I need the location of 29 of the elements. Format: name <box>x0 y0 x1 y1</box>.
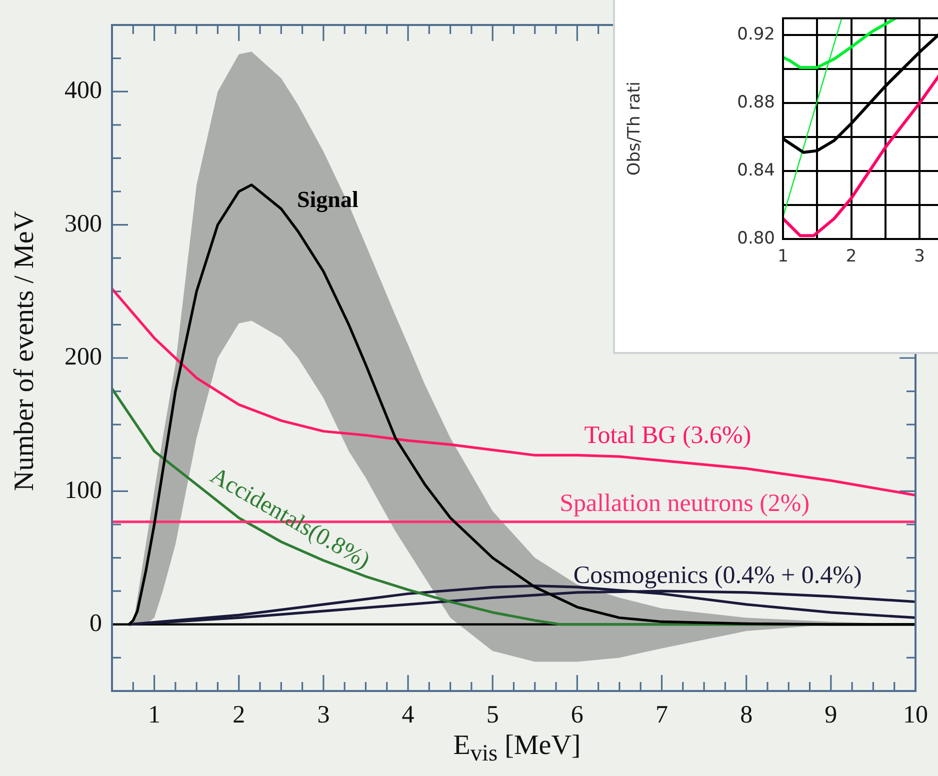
y-tick-label: 0.92 <box>737 24 775 45</box>
x-tick-label: 4 <box>402 702 415 729</box>
x-axis-title: E$_{vis}$ [MeV] <box>452 730 582 768</box>
x-tick-label: 2 <box>232 702 246 729</box>
x-tick-label: 1 <box>778 246 788 267</box>
x-tick-label: 6 <box>570 702 584 729</box>
x-tick-label: 7 <box>656 702 668 729</box>
x-tick-label: 8 <box>740 702 753 729</box>
y-tick-label: 300 <box>64 210 102 238</box>
y-tick-label: 400 <box>64 77 102 104</box>
x-tick-label: 5 <box>486 702 499 729</box>
y-tick-label: 100 <box>64 476 102 504</box>
x-tick-label: 3 <box>914 246 925 267</box>
x-tick-label: 10 <box>903 702 928 729</box>
y-axis-title: Number of events / MeV <box>9 210 41 493</box>
series-label: Total BG (3.6%) <box>584 422 752 450</box>
x-tick-label: 3 <box>317 702 330 729</box>
y-tick-label: 200 <box>64 344 102 371</box>
series-label: Cosmogenics (0.4% + 0.4%) <box>573 562 862 590</box>
y-tick-label: 0.84 <box>737 160 775 180</box>
y-tick-label: 0.88 <box>737 92 775 113</box>
x-tick-label: 2 <box>846 246 857 267</box>
x-tick-label: 9 <box>824 702 838 729</box>
y-tick-label: 0.80 <box>737 228 775 248</box>
y-axis-title: Obs/Th rati <box>624 82 645 176</box>
series-label: Spallation neutrons (2%) <box>560 490 810 518</box>
x-tick-label: 1 <box>148 702 161 729</box>
series-label: Signal <box>296 186 358 213</box>
y-tick-label: 0 <box>90 610 102 637</box>
